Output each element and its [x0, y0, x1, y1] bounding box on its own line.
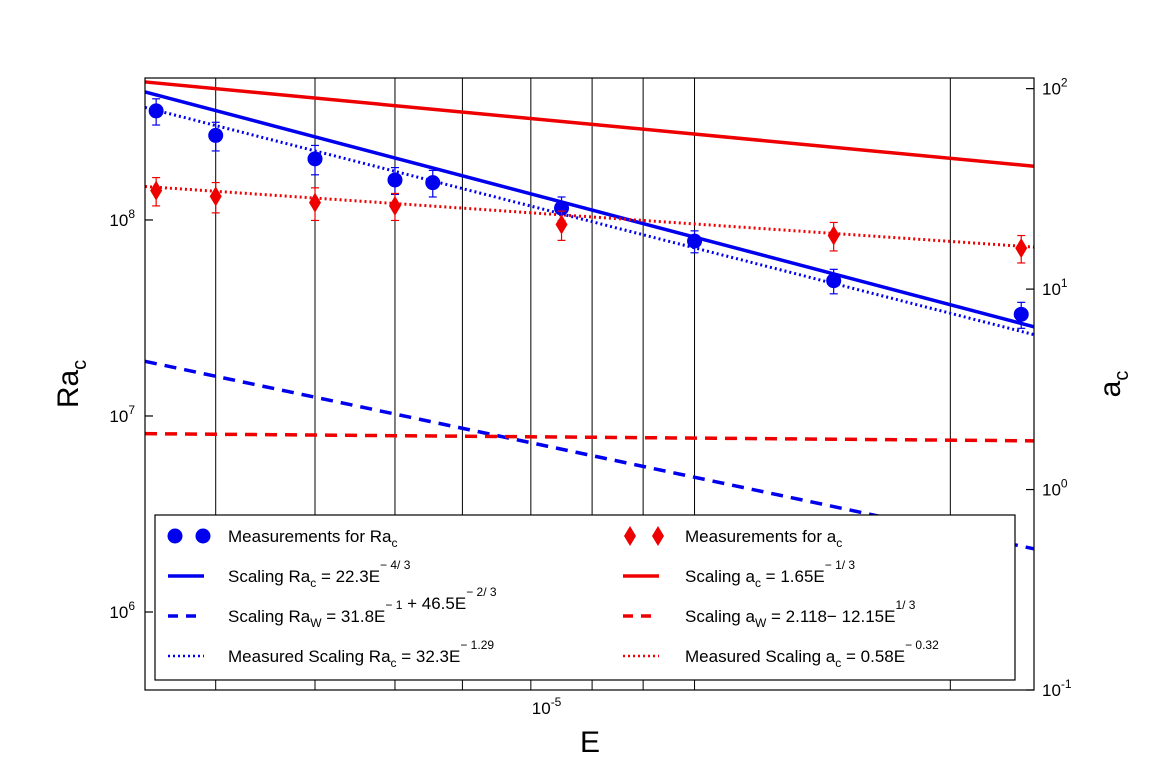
a-data-point — [309, 192, 322, 213]
a-data-point — [150, 180, 163, 201]
a-data-point — [388, 195, 401, 216]
series-line — [144, 359, 1035, 551]
left-axis-tick-label: 106 — [109, 599, 135, 622]
legend-marker — [652, 526, 664, 546]
right-axis-tick-label: 10-1 — [1042, 677, 1072, 700]
legend-marker — [167, 528, 183, 544]
plot-frame — [144, 77, 1035, 691]
legend-label: Measured Scaling Rac = 32.3E− 1.29 — [228, 638, 494, 670]
left-axis-tick-label: 107 — [109, 403, 135, 426]
legend-label: Measurements for Rac — [228, 527, 397, 550]
legend: Measurements for Rac Measurements for ac… — [154, 514, 1016, 681]
x-axis-title: E — [580, 726, 600, 759]
ra-data-point — [1013, 306, 1029, 322]
left-axis-title-sub: c — [69, 360, 91, 370]
ra-data-point — [148, 103, 164, 119]
legend-marker — [624, 526, 636, 546]
right-axis-title: ac — [1094, 371, 1133, 398]
left-axis-tick-label: 108 — [109, 207, 135, 230]
axes: 106 107 108 10-1 100 101 102 10-5 — [109, 76, 1072, 718]
legend-label: Scaling Rac = 22.3E− 4/ 3 — [228, 558, 411, 590]
data-points — [148, 98, 1029, 329]
a-data-point — [827, 225, 840, 246]
x-axis-tick-label: 10-5 — [532, 695, 562, 718]
legend-label: Measurements for ac — [685, 527, 842, 550]
a-data-point — [555, 214, 568, 235]
legend-label: Measured Scaling ac = 0.58E− 0.32 — [685, 638, 939, 670]
series-line — [144, 80, 1035, 169]
series-line — [144, 184, 1035, 249]
right-axis-title-main: a — [1094, 380, 1127, 397]
legend-label: Scaling RaW = 31.8E− 1 + 46.5E− 2/ 3 — [228, 585, 497, 630]
series-line — [144, 431, 1035, 443]
ra-data-point — [687, 233, 703, 249]
right-axis-tick-label: 100 — [1042, 477, 1068, 500]
left-axis-title: Rac — [52, 360, 91, 408]
legend-marker — [195, 528, 211, 544]
ra-data-point — [425, 175, 441, 191]
a-data-point — [1015, 238, 1028, 259]
a-data-point — [209, 186, 222, 207]
ra-data-point — [307, 151, 323, 167]
right-axis-tick-label: 102 — [1042, 76, 1068, 99]
legend-label: Scaling ac = 1.65E− 1/ 3 — [685, 558, 855, 590]
ra-data-point — [554, 200, 570, 216]
series-lines — [144, 80, 1035, 551]
right-axis-title-sub: c — [1111, 371, 1133, 381]
ra-data-point — [826, 273, 842, 289]
series-line — [144, 90, 1035, 329]
left-axis-title-main: Ra — [52, 370, 85, 409]
right-axis-tick-label: 101 — [1042, 276, 1068, 299]
legend-label: Scaling aW = 2.118− 12.15E1/ 3 — [685, 598, 916, 630]
ra-data-point — [387, 172, 403, 188]
legend-box — [154, 514, 1016, 681]
series-line — [144, 105, 1035, 337]
ra-data-point — [208, 127, 224, 143]
